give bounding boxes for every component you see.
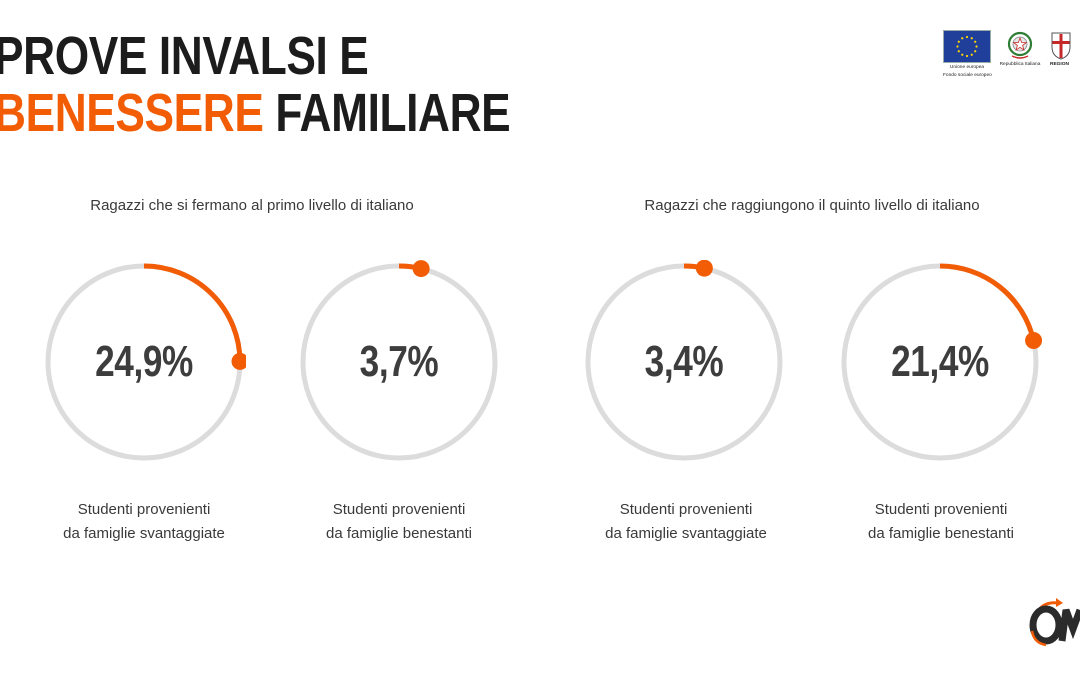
ring-value: 3,7% — [359, 337, 439, 386]
region-shield-icon — [1050, 30, 1072, 62]
eu-star — [974, 50, 977, 53]
eu-star — [961, 53, 964, 56]
title-line-2: BENESSERE FAMILIARE — [0, 83, 511, 143]
ring-label-line-2: da famiglie benestanti — [326, 525, 472, 542]
page-title: PROVE INVALSI E BENESSERE FAMILIARE — [0, 26, 511, 143]
republic-caption: Repubblica Italiana — [999, 62, 1041, 67]
ring-value: 21,4% — [891, 337, 989, 386]
ring-progress-dot — [1025, 331, 1042, 349]
ring-value: 24,9% — [95, 337, 193, 386]
region-logo: REGION — [1050, 30, 1080, 68]
ring-label-line-1: Studenti provenienti — [77, 501, 211, 518]
ring-progress-dot — [695, 260, 713, 277]
eu-star — [975, 45, 978, 48]
ring-label-fifth-disadvantaged: Studenti provenienti da famiglie svantag… — [566, 498, 806, 546]
ring-label-line-2: da famiglie benestanti — [868, 525, 1014, 542]
eu-star — [961, 37, 964, 40]
group-title-fifth-level: Ragazzi che raggiungono il quinto livell… — [644, 197, 980, 214]
eu-star — [974, 40, 977, 43]
group-title-first-level: Ragazzi che si fermano al primo livello … — [90, 197, 414, 214]
ring-progress-dot — [231, 352, 246, 370]
ring-label-line-1: Studenti provenienti — [874, 501, 1008, 518]
ring-chart-fifth-wealthy: 21,4% — [838, 260, 1042, 464]
ring-progress-arc — [939, 263, 1036, 342]
eu-flag-icon — [943, 30, 991, 63]
title-line-1: PROVE INVALSI E — [0, 26, 369, 86]
brand-logo-icon — [1028, 595, 1080, 650]
ring-label-line-2: da famiglie svantaggiate — [63, 525, 225, 542]
ring-progress-arc — [143, 263, 243, 362]
republic-emblem-icon — [1007, 30, 1033, 62]
eu-logo: Unione europea Fondo sociale europeo — [943, 30, 992, 78]
region-caption: REGION — [1050, 62, 1069, 67]
ring-value: 3,4% — [644, 337, 724, 386]
eu-caption-line-1: Unione europea — [949, 65, 985, 70]
ring-label-line-2: da famiglie svantaggiate — [605, 525, 767, 542]
title-rest: FAMILIARE — [263, 83, 511, 143]
eu-star — [970, 53, 973, 56]
ring-progress-dot — [412, 260, 430, 278]
ring-label-fifth-wealthy: Studenti provenienti da famiglie benesta… — [821, 498, 1061, 546]
ring-chart-first-disadvantaged: 24,9% — [42, 260, 246, 464]
eu-caption-line-2: Fondo sociale europeo — [943, 72, 992, 78]
ring-chart-first-wealthy: 3,7% — [297, 260, 501, 464]
partner-logos: Unione europea Fondo sociale europeo Rep… — [940, 30, 1080, 80]
eu-star — [970, 37, 973, 40]
eu-star — [956, 45, 959, 48]
title-accent-word: BENESSERE — [0, 83, 264, 143]
eu-star — [965, 54, 969, 58]
italian-republic-logo: Repubblica Italiana — [998, 30, 1042, 68]
eu-star — [957, 40, 960, 43]
ring-label-line-1: Studenti provenienti — [332, 501, 466, 518]
ring-chart-fifth-disadvantaged: 3,4% — [582, 260, 786, 464]
eu-star — [957, 50, 960, 53]
eu-star — [965, 35, 969, 39]
ring-label-first-disadvantaged: Studenti provenienti da famiglie svantag… — [24, 498, 264, 546]
ring-label-first-wealthy: Studenti provenienti da famiglie benesta… — [279, 498, 519, 546]
ring-label-line-1: Studenti provenienti — [619, 501, 753, 518]
